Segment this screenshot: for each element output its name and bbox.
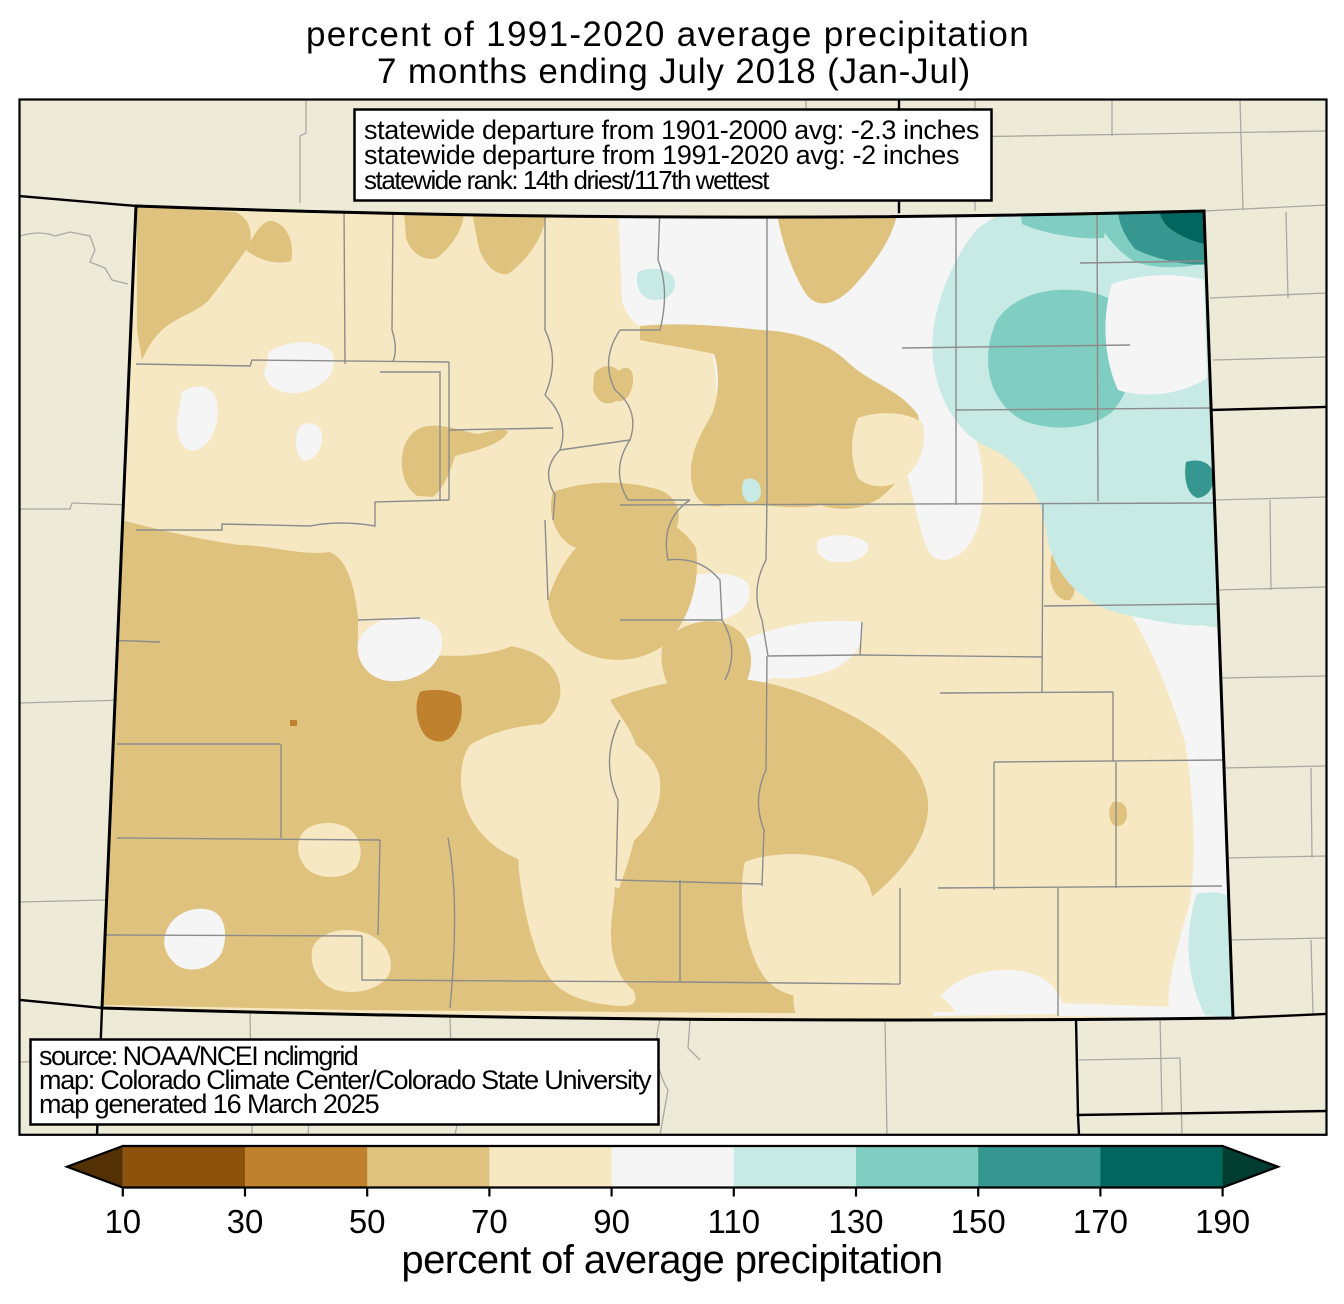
svg-text:150: 150: [951, 1203, 1006, 1240]
svg-text:130: 130: [828, 1203, 883, 1240]
svg-text:source: NOAA/NCEI nclimgrid: source: NOAA/NCEI nclimgrid: [39, 1041, 358, 1071]
svg-text:190: 190: [1195, 1203, 1250, 1240]
svg-text:percent of average precipitati: percent of average precipitation: [401, 1238, 942, 1282]
svg-text:7 months ending July 2018 (Jan: 7 months ending July 2018 (Jan-Jul): [377, 52, 971, 91]
svg-text:statewide departure from 1991-: statewide departure from 1991-2020 avg: …: [364, 140, 959, 170]
svg-text:percent of 1991-2020 average p: percent of 1991-2020 average precipitati…: [306, 15, 1030, 54]
svg-text:170: 170: [1073, 1203, 1128, 1240]
svg-text:90: 90: [593, 1203, 630, 1240]
svg-text:statewide rank: 14th driest/11: statewide rank: 14th driest/117th wettes…: [364, 165, 770, 195]
svg-text:110: 110: [707, 1203, 760, 1240]
svg-text:10: 10: [104, 1203, 141, 1240]
svg-text:50: 50: [349, 1203, 386, 1240]
svg-text:map: Colorado Climate Center/C: map: Colorado Climate Center/Colorado St…: [39, 1065, 652, 1095]
svg-text:map generated 16 March 2025: map generated 16 March 2025: [39, 1089, 379, 1119]
svg-text:30: 30: [227, 1203, 264, 1240]
svg-text:statewide departure from 1901-: statewide departure from 1901-2000 avg: …: [364, 115, 979, 145]
svg-text:70: 70: [471, 1203, 508, 1240]
